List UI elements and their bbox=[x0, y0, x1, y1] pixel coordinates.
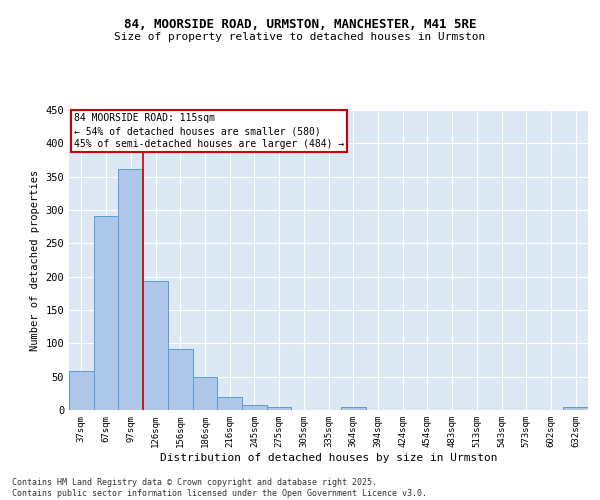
Bar bbox=[69, 372, 94, 410]
Bar bbox=[341, 408, 365, 410]
Text: 84, MOORSIDE ROAD, URMSTON, MANCHESTER, M41 5RE: 84, MOORSIDE ROAD, URMSTON, MANCHESTER, … bbox=[124, 18, 476, 30]
Bar bbox=[563, 408, 588, 410]
Bar bbox=[267, 406, 292, 410]
Bar bbox=[118, 170, 143, 410]
Bar bbox=[168, 348, 193, 410]
Bar bbox=[242, 404, 267, 410]
Bar bbox=[94, 216, 118, 410]
Y-axis label: Number of detached properties: Number of detached properties bbox=[30, 170, 40, 350]
Text: Contains HM Land Registry data © Crown copyright and database right 2025.
Contai: Contains HM Land Registry data © Crown c… bbox=[12, 478, 427, 498]
Bar bbox=[193, 376, 217, 410]
Text: Size of property relative to detached houses in Urmston: Size of property relative to detached ho… bbox=[115, 32, 485, 42]
Bar bbox=[217, 398, 242, 410]
Bar bbox=[143, 280, 168, 410]
X-axis label: Distribution of detached houses by size in Urmston: Distribution of detached houses by size … bbox=[160, 452, 497, 462]
Text: 84 MOORSIDE ROAD: 115sqm
← 54% of detached houses are smaller (580)
45% of semi-: 84 MOORSIDE ROAD: 115sqm ← 54% of detach… bbox=[74, 113, 344, 150]
